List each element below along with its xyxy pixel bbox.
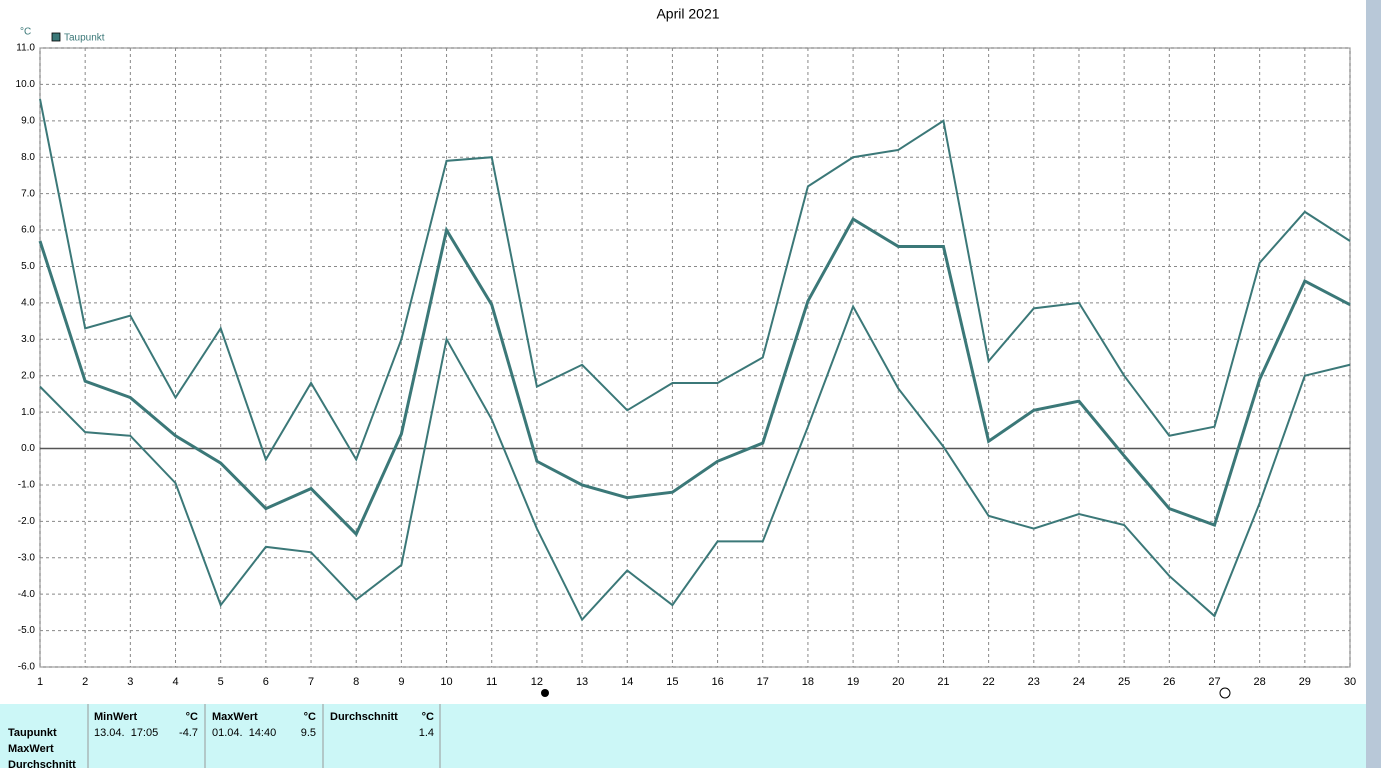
x-tick-label: 2: [82, 676, 88, 688]
moon-icon: [541, 689, 549, 697]
stats-header: Durchschnitt: [330, 711, 398, 723]
stats-row-label: MaxWert: [8, 743, 54, 755]
stats-panel: [0, 704, 1366, 768]
y-tick-label: -6.0: [18, 662, 36, 673]
x-tick-label: 19: [847, 676, 859, 688]
x-tick-label: 15: [666, 676, 678, 688]
stats-header: °C: [422, 711, 434, 723]
x-tick-label: 7: [308, 676, 314, 688]
y-tick-label: 5.0: [21, 261, 35, 272]
y-tick-label: 11.0: [16, 43, 35, 54]
series-line: [39, 304, 1351, 622]
stats-value: 13.04. 17:05: [94, 727, 158, 739]
stats-row-label: Taupunkt: [8, 727, 57, 739]
stats-value: 01.04. 14:40: [212, 727, 276, 739]
x-tick-label: 26: [1163, 676, 1175, 688]
stats-row-label: Durchschnitt: [8, 759, 76, 768]
y-tick-label: -5.0: [18, 625, 36, 636]
x-tick-label: 8: [353, 676, 359, 688]
x-tick-label: 13: [576, 676, 588, 688]
y-tick-label: -1.0: [18, 480, 36, 491]
x-tick-label: 17: [757, 676, 769, 688]
x-tick-label: 25: [1118, 676, 1130, 688]
x-tick-label: 28: [1254, 676, 1266, 688]
y-tick-label: -3.0: [18, 552, 36, 563]
y-tick-label: 2.0: [21, 370, 35, 381]
moon-icon: [1219, 687, 1231, 699]
y-unit: °C: [20, 27, 31, 38]
y-tick-label: 9.0: [21, 115, 35, 126]
x-tick-label: 24: [1073, 676, 1085, 688]
y-tick-label: 8.0: [21, 152, 35, 163]
series-line: [39, 98, 1351, 462]
x-tick-label: 12: [531, 676, 543, 688]
x-tick-label: 9: [398, 676, 404, 688]
y-tick-label: 4.0: [21, 298, 35, 309]
x-tick-label: 14: [621, 676, 633, 688]
x-tick-label: 18: [802, 676, 814, 688]
stats-value: 9.5: [301, 727, 316, 739]
x-tick-label: 11: [486, 676, 497, 688]
stats-header: MinWert: [94, 711, 138, 723]
x-tick-label: 27: [1208, 676, 1220, 688]
x-tick-label: 22: [982, 676, 994, 688]
plot-area: [39, 47, 1351, 668]
x-tick-label: 21: [937, 676, 949, 688]
window-edge: [1366, 0, 1381, 768]
x-tick-label: 5: [218, 676, 224, 688]
y-tick-label: 6.0: [21, 225, 35, 236]
chart-title: April 2021: [656, 6, 719, 22]
x-tick-label: 10: [440, 676, 452, 688]
legend-label: Taupunkt: [64, 33, 105, 44]
x-tick-label: 6: [263, 676, 269, 688]
x-tick-label: 1: [37, 676, 43, 688]
x-tick-label: 29: [1299, 676, 1311, 688]
x-tick-label: 4: [172, 676, 178, 688]
y-tick-label: 3.0: [21, 334, 35, 345]
x-tick-label: 20: [892, 676, 904, 688]
y-tick-label: 1.0: [21, 407, 35, 418]
y-tick-label: 0.0: [21, 443, 35, 454]
stats-header: °C: [186, 711, 198, 723]
x-tick-label: 16: [711, 676, 723, 688]
x-tick-label: 23: [1028, 676, 1040, 688]
y-tick-label: -2.0: [18, 516, 36, 527]
y-tick-label: 10.0: [16, 79, 36, 90]
x-tick-label: 3: [127, 676, 133, 688]
x-tick-label: 30: [1344, 676, 1356, 688]
y-tick-label: 7.0: [21, 188, 35, 199]
y-tick-label: -4.0: [18, 589, 36, 600]
stats-value: -4.7: [179, 727, 198, 739]
stats-header: °C: [304, 711, 316, 723]
series-line: [38, 217, 1351, 537]
stats-value: 1.4: [419, 727, 434, 739]
legend-swatch: [51, 32, 61, 42]
stats-header: MaxWert: [212, 711, 258, 723]
